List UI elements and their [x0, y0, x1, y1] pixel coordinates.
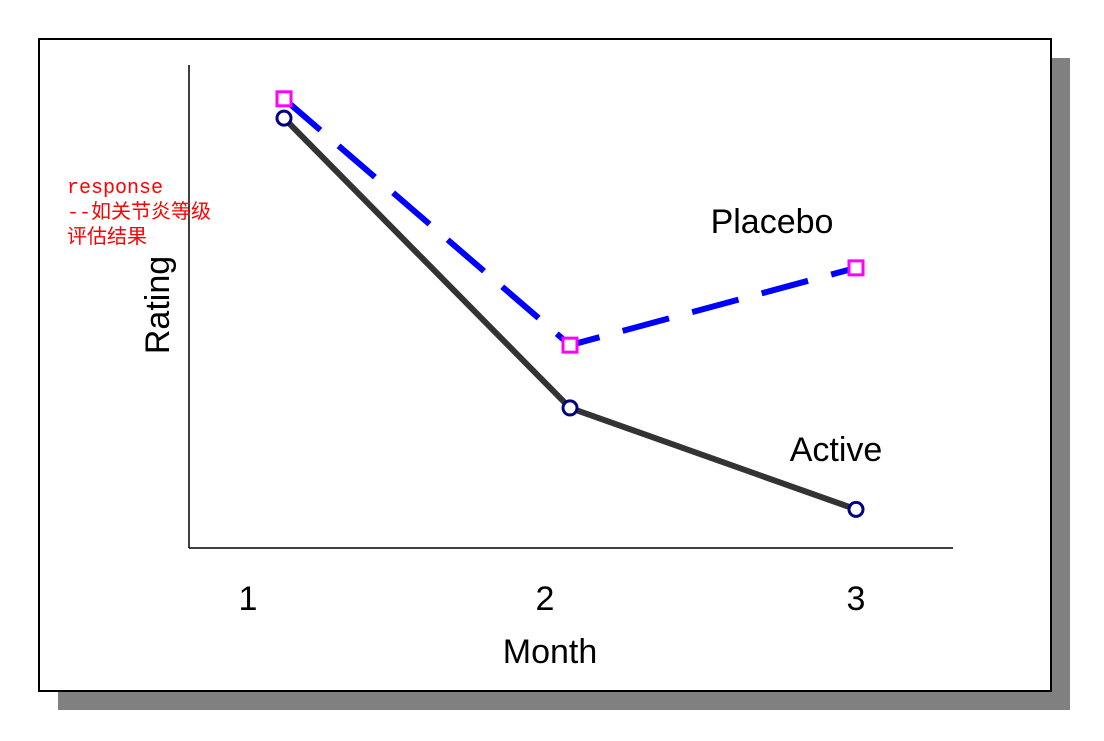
annotation-line-3: 评估结果: [67, 225, 147, 250]
x-tick-label: 2: [536, 580, 555, 618]
y-axis-title: Rating: [139, 256, 177, 354]
series-label-active: Active: [790, 431, 883, 469]
chart-frame: [38, 38, 1052, 692]
series-label-placebo: Placebo: [711, 203, 834, 241]
x-axis-title: Month: [503, 633, 598, 671]
x-tick-label: 1: [239, 580, 258, 618]
annotation-line-2: --如关节炎等级: [67, 200, 211, 225]
data-point-active: [847, 500, 865, 518]
x-tick-label: 3: [847, 580, 866, 618]
data-point-placebo: [275, 90, 293, 108]
data-point-placebo: [847, 259, 865, 277]
x-tick-labels: 1 2 3: [239, 580, 866, 618]
data-point-active: [561, 399, 579, 417]
series-layer: Placebo Active: [275, 90, 883, 518]
annotation-line-1: response: [67, 177, 163, 200]
data-point-placebo: [561, 336, 579, 354]
data-point-active: [275, 109, 293, 127]
